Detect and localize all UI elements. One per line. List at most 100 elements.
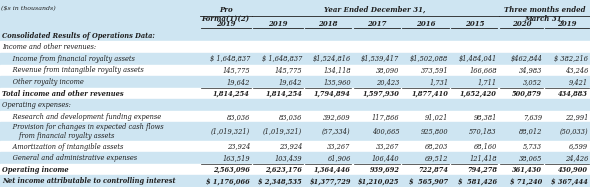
Text: 68,203: 68,203 — [425, 142, 448, 151]
Text: 117,866: 117,866 — [372, 113, 399, 121]
Text: Other royalty income: Other royalty income — [2, 78, 84, 86]
Text: (57,334): (57,334) — [322, 128, 350, 136]
Text: 88,012: 88,012 — [519, 128, 542, 136]
Bar — [0, 30, 590, 42]
Text: Consolidated Results of Operations Data:: Consolidated Results of Operations Data: — [2, 32, 155, 40]
Bar — [0, 175, 590, 187]
Text: 2,563,096: 2,563,096 — [213, 166, 250, 174]
Text: 145,775: 145,775 — [222, 66, 250, 74]
Text: 61,906: 61,906 — [327, 154, 350, 162]
Text: 1,597,930: 1,597,930 — [363, 90, 399, 98]
Text: Year Ended December 31,: Year Ended December 31, — [324, 6, 426, 14]
Text: 145,775: 145,775 — [274, 66, 302, 74]
Bar — [0, 141, 590, 152]
Text: 392,609: 392,609 — [323, 113, 350, 121]
Text: 7,639: 7,639 — [523, 113, 542, 121]
Text: $1,539,417: $1,539,417 — [361, 55, 399, 63]
Text: $1,502,088: $1,502,088 — [410, 55, 448, 63]
Text: 2016: 2016 — [416, 20, 435, 28]
Text: 430,900: 430,900 — [558, 166, 588, 174]
Bar — [0, 111, 590, 122]
Text: 9,421: 9,421 — [569, 78, 588, 86]
Text: ($s in thousands): ($s in thousands) — [1, 6, 56, 11]
Bar — [0, 88, 590, 99]
Text: 34,983: 34,983 — [519, 66, 542, 74]
Text: 43,246: 43,246 — [565, 66, 588, 74]
Text: 1,711: 1,711 — [478, 78, 497, 86]
Bar — [0, 122, 590, 141]
Text: (50,033): (50,033) — [559, 128, 588, 136]
Bar — [0, 65, 590, 76]
Text: $ 2,348,535: $ 2,348,535 — [258, 177, 302, 185]
Text: 24,426: 24,426 — [565, 154, 588, 162]
Text: 163,519: 163,519 — [222, 154, 250, 162]
Text: Income from financial royalty assets: Income from financial royalty assets — [2, 55, 135, 63]
Text: 434,883: 434,883 — [558, 90, 588, 98]
Text: 103,439: 103,439 — [274, 154, 302, 162]
Text: 1,877,410: 1,877,410 — [411, 90, 448, 98]
Text: 400,665: 400,665 — [372, 128, 399, 136]
Bar — [0, 99, 590, 111]
Text: 1,814,254: 1,814,254 — [265, 90, 302, 98]
Text: 83,036: 83,036 — [227, 113, 250, 121]
Bar — [0, 76, 590, 88]
Text: $1,210,025: $1,210,025 — [358, 177, 399, 185]
Text: Total income and other revenues: Total income and other revenues — [2, 90, 123, 98]
Text: 2019: 2019 — [216, 20, 235, 28]
Text: $ 1,648,837: $ 1,648,837 — [261, 55, 302, 63]
Text: 500,879: 500,879 — [512, 90, 542, 98]
Text: Income and other revenues:: Income and other revenues: — [2, 43, 96, 51]
Text: $1,524,816: $1,524,816 — [313, 55, 350, 63]
Text: 38,065: 38,065 — [519, 154, 542, 162]
Text: 1,814,254: 1,814,254 — [213, 90, 250, 98]
Text: 23,924: 23,924 — [278, 142, 302, 151]
Bar — [0, 164, 590, 175]
Text: 570,183: 570,183 — [469, 128, 497, 136]
Text: Operating income: Operating income — [2, 166, 68, 174]
Text: $462,844: $462,844 — [510, 55, 542, 63]
Bar — [0, 42, 590, 53]
Text: 722,874: 722,874 — [418, 166, 448, 174]
Text: $  581,426: $ 581,426 — [458, 177, 497, 185]
Text: 38,090: 38,090 — [376, 66, 399, 74]
Text: Revenue from intangible royalty assets: Revenue from intangible royalty assets — [2, 66, 143, 74]
Text: Net income attributable to controlling interest: Net income attributable to controlling i… — [2, 177, 175, 185]
Text: 91,021: 91,021 — [425, 113, 448, 121]
Text: 2015: 2015 — [464, 20, 484, 28]
Text: 83,036: 83,036 — [278, 113, 302, 121]
Text: 361,430: 361,430 — [512, 166, 542, 174]
Text: (1,019,321): (1,019,321) — [211, 128, 250, 136]
Text: 2018: 2018 — [319, 20, 338, 28]
Text: $ 367,444: $ 367,444 — [551, 177, 588, 185]
Text: Research and development funding expense: Research and development funding expense — [2, 113, 161, 121]
Text: 6,599: 6,599 — [569, 142, 588, 151]
Text: 2,623,176: 2,623,176 — [265, 166, 302, 174]
Text: 794,278: 794,278 — [467, 166, 497, 174]
Bar — [0, 53, 590, 65]
Text: $ 1,648,837: $ 1,648,837 — [209, 55, 250, 63]
Text: 939,692: 939,692 — [369, 166, 399, 174]
Text: 19,642: 19,642 — [278, 78, 302, 86]
Text: 373,591: 373,591 — [421, 66, 448, 74]
Text: 19,642: 19,642 — [227, 78, 250, 86]
Text: 1,794,894: 1,794,894 — [314, 90, 350, 98]
Text: Operating expenses:: Operating expenses: — [2, 101, 71, 109]
Text: 134,118: 134,118 — [323, 66, 350, 74]
Text: 33,267: 33,267 — [376, 142, 399, 151]
Text: Three months ended
March 31,: Three months ended March 31, — [504, 6, 585, 23]
Text: 1,364,446: 1,364,446 — [314, 166, 350, 174]
Text: 33,267: 33,267 — [327, 142, 350, 151]
Text: General and administrative expenses: General and administrative expenses — [2, 154, 137, 162]
Text: (1,019,321): (1,019,321) — [263, 128, 302, 136]
Text: 1,731: 1,731 — [429, 78, 448, 86]
Text: Provision for changes in expected cash flows
        from financial royalty asse: Provision for changes in expected cash f… — [2, 123, 163, 140]
Text: 23,924: 23,924 — [227, 142, 250, 151]
Bar — [0, 152, 590, 164]
Text: 22,991: 22,991 — [565, 113, 588, 121]
Text: Pro
Forma(1)(2): Pro Forma(1)(2) — [202, 6, 250, 23]
Text: 2019: 2019 — [557, 20, 577, 28]
Text: 135,960: 135,960 — [323, 78, 350, 86]
Text: 2020: 2020 — [512, 20, 531, 28]
Text: $ 71,240: $ 71,240 — [510, 177, 542, 185]
Text: Amortization of intangible assets: Amortization of intangible assets — [2, 142, 123, 151]
